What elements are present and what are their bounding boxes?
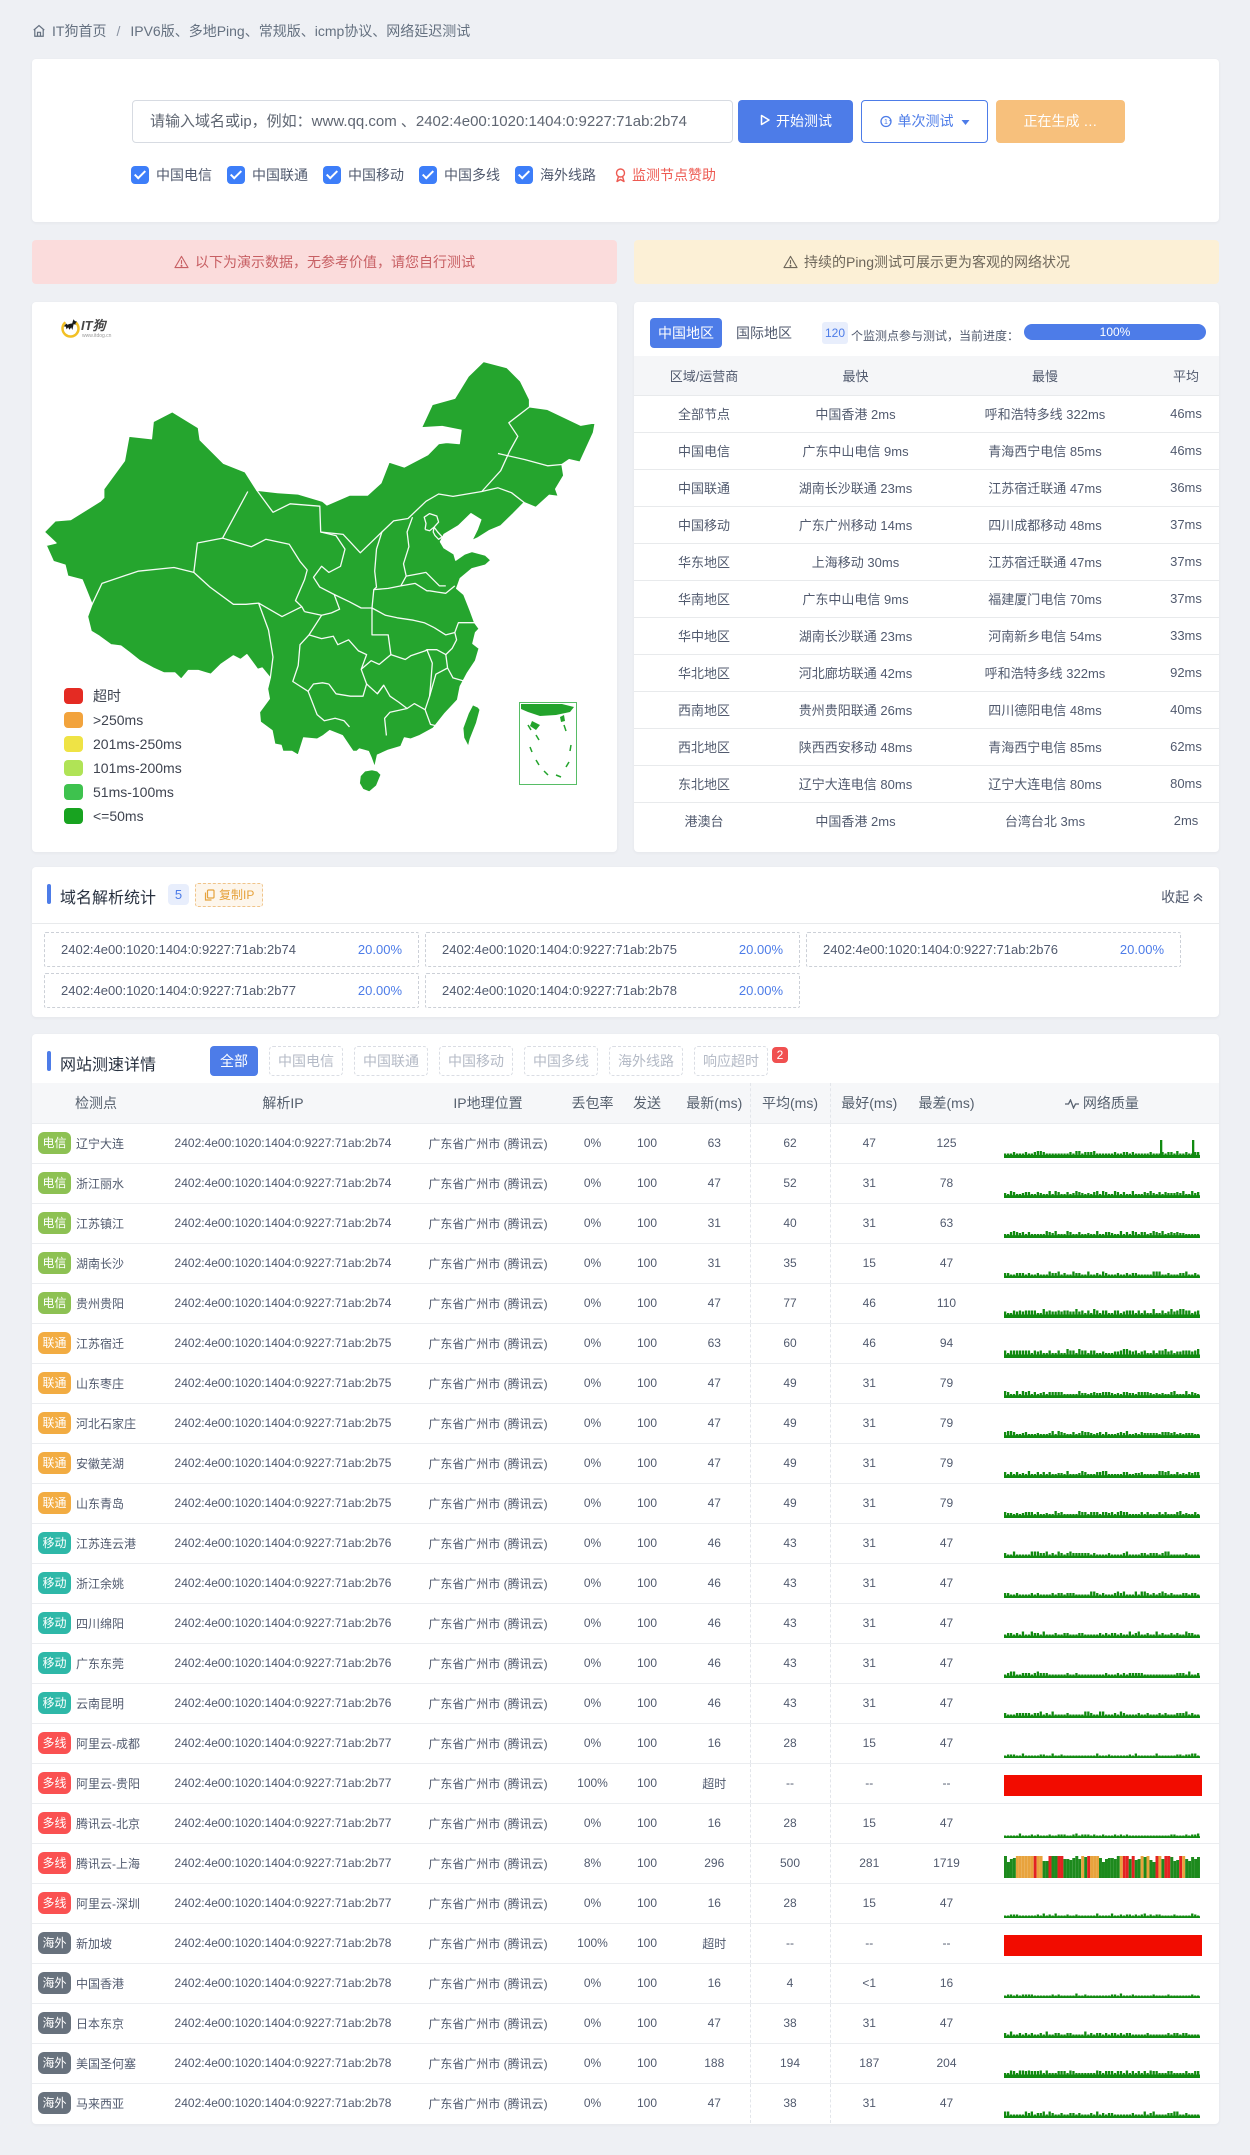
svg-text:IT狗: IT狗	[81, 318, 108, 333]
svg-text:1: 1	[884, 119, 888, 126]
svg-text:www.itdog.cn: www.itdog.cn	[82, 333, 112, 339]
